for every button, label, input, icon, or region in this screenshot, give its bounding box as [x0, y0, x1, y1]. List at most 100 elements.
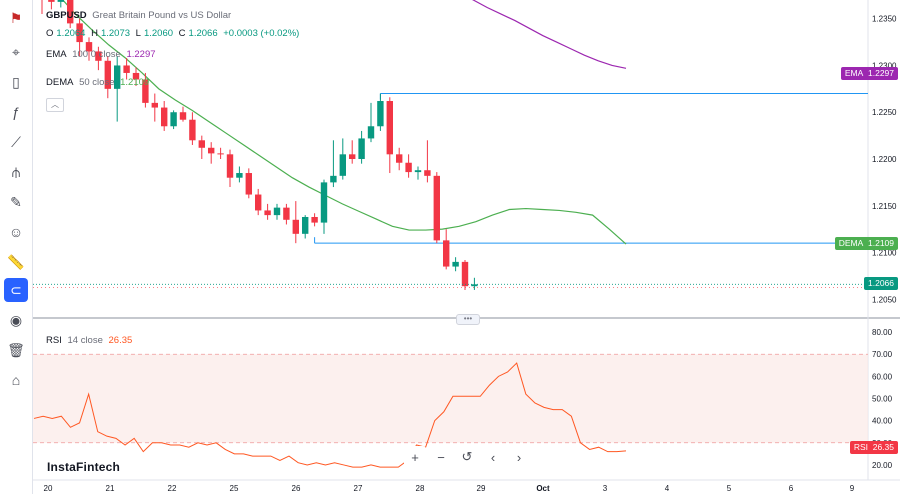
rsi-value: 26.35 — [108, 335, 133, 346]
time-axis-tick: 22 — [168, 484, 177, 493]
lock-tool-button[interactable]: ⌂ — [4, 368, 28, 392]
legend-symbol-line: GBPUSD Great Britain Pound vs US Dollar — [46, 10, 234, 21]
high-value: 1.2073 — [100, 28, 131, 39]
price-axis-tick: 1.2100 — [872, 249, 897, 258]
ema-params: 100 0 close — [72, 49, 121, 60]
eye-icon: ◉ — [9, 311, 23, 328]
candle-body — [461, 261, 469, 287]
magnet-tool-button[interactable]: ⊂ — [4, 278, 28, 302]
candle-body — [386, 101, 393, 155]
rsi-line — [33, 362, 627, 468]
cursor-tool-button[interactable]: ⌖ — [4, 40, 28, 64]
candle-body — [358, 138, 365, 159]
ema-tag-name: EMA — [844, 68, 864, 78]
candle-body — [189, 119, 196, 141]
candle-body — [57, 0, 64, 2]
ema-tag-value: 1.2297 — [868, 68, 894, 78]
candle-body — [320, 182, 328, 223]
rsi-axis-tick: 50.00 — [872, 395, 893, 404]
candle-body — [104, 60, 111, 89]
candle-body — [377, 101, 384, 127]
pitchfork-tool-button[interactable]: ⫛ — [4, 160, 28, 184]
candle-body — [76, 23, 83, 43]
flag-tool-button[interactable]: ⚑ — [4, 6, 28, 30]
candle-body — [330, 175, 337, 183]
ema-price-tag: EMA 1.2297 — [840, 67, 898, 80]
candle-body — [273, 207, 281, 216]
lock-icon: ⌂ — [11, 372, 21, 388]
chart-navigation: + − ↺ ‹ › — [404, 446, 530, 470]
zoom-out-button[interactable]: − — [430, 446, 452, 468]
open-value: 1.2064 — [56, 28, 86, 39]
candle-body — [151, 102, 158, 108]
candles-tool-button[interactable]: ▯ — [4, 70, 28, 94]
high-label: H — [91, 28, 98, 39]
candle-body — [302, 216, 309, 234]
rsi-tag-name: RSI — [853, 442, 868, 452]
time-axis-tick: Oct — [536, 484, 550, 493]
candle-body — [255, 194, 262, 211]
dema-value: 1.2109 — [120, 77, 150, 88]
time-axis-tick: 6 — [789, 484, 794, 493]
legend-rsi-line[interactable]: RSI 14 close 26.35 — [46, 335, 135, 346]
candle-body — [424, 170, 431, 176]
time-axis-tick: 27 — [354, 484, 363, 493]
scroll-left-button[interactable]: ‹ — [482, 446, 504, 468]
candle-body — [264, 210, 271, 216]
candle-body — [245, 173, 252, 195]
last-price-value: 1.2066 — [868, 278, 894, 288]
candle-body — [283, 207, 290, 220]
line-tool-tool-button[interactable]: ⟋ — [4, 130, 28, 154]
symbol-name[interactable]: GBPUSD — [46, 10, 87, 21]
ruler-tool-button[interactable]: 📏 — [4, 250, 28, 274]
ema-value: 1.2297 — [126, 49, 156, 60]
rsi-params: 14 close — [67, 335, 103, 346]
price-axis-tick: 1.2350 — [872, 15, 897, 24]
low-label: L — [135, 28, 141, 39]
price-axis-tick: 1.2200 — [872, 155, 897, 164]
time-axis-tick: 26 — [292, 484, 301, 493]
candle-body — [123, 65, 130, 73]
collapse-legend-button[interactable]: ︿ — [46, 98, 64, 112]
legend-ema-line[interactable]: EMA 100 0 close 1.2297 — [46, 49, 159, 60]
chevron-up-icon: ︿ — [51, 100, 59, 109]
eye-tool-button[interactable]: ◉ — [4, 308, 28, 332]
candle-body — [292, 219, 299, 234]
dema-price-tag: DEMA 1.2109 — [834, 237, 898, 250]
trash-icon: 🗑 — [7, 341, 25, 358]
drawing-toolbar: ⚑ ⌖ ▯ ƒ ⟋ ⫛ ✎ ☺ 📏 ⊂ ◉ 🗑 ⌂ — [0, 0, 33, 494]
price-axis-tick: 1.2050 — [872, 295, 897, 304]
pane-resize-handle[interactable]: ••• — [456, 314, 480, 325]
candle-body — [217, 153, 224, 155]
zoom-in-button[interactable]: + — [404, 446, 426, 468]
legend-dema-line[interactable]: DEMA 50 close 1.2109 — [46, 77, 152, 88]
time-axis-tick: 29 — [477, 484, 486, 493]
candle-body — [48, 0, 55, 2]
candle-body — [414, 170, 422, 173]
change-value: +0.0003 (+0.02%) — [223, 28, 300, 39]
legend-ohlc-line: O 1.2064 H 1.2073 L 1.2060 C 1.2066 +0.0003 … — [46, 28, 302, 39]
candle-body — [161, 107, 168, 127]
trash-tool-button[interactable]: 🗑 — [4, 338, 28, 362]
rsi-axis-tick: 60.00 — [872, 372, 893, 381]
formula-tool-button[interactable]: ƒ — [4, 100, 28, 124]
close-label: C — [178, 28, 186, 39]
candle-body — [198, 140, 205, 148]
ruler-icon: 📏 — [7, 253, 25, 270]
brand-logo: InstaFintech — [47, 460, 121, 474]
brush-tool-button[interactable]: ✎ — [4, 190, 28, 214]
candle-body — [85, 42, 93, 52]
scroll-right-button[interactable]: › — [508, 446, 530, 468]
rsi-axis-tick: 40.00 — [872, 417, 893, 426]
magnet-icon: ⊂ — [10, 281, 22, 298]
reset-button[interactable]: ↺ — [456, 446, 478, 468]
time-axis-tick: 21 — [106, 484, 115, 493]
candle-body — [142, 79, 149, 103]
emoji-tool-button[interactable]: ☺ — [4, 220, 28, 244]
rsi-tag-value: 26.35 — [872, 442, 894, 452]
candles-icon: ▯ — [12, 73, 20, 90]
time-axis-tick: 28 — [416, 484, 425, 493]
line-tool-icon: ⟋ — [11, 133, 21, 150]
candle-body — [208, 147, 215, 154]
